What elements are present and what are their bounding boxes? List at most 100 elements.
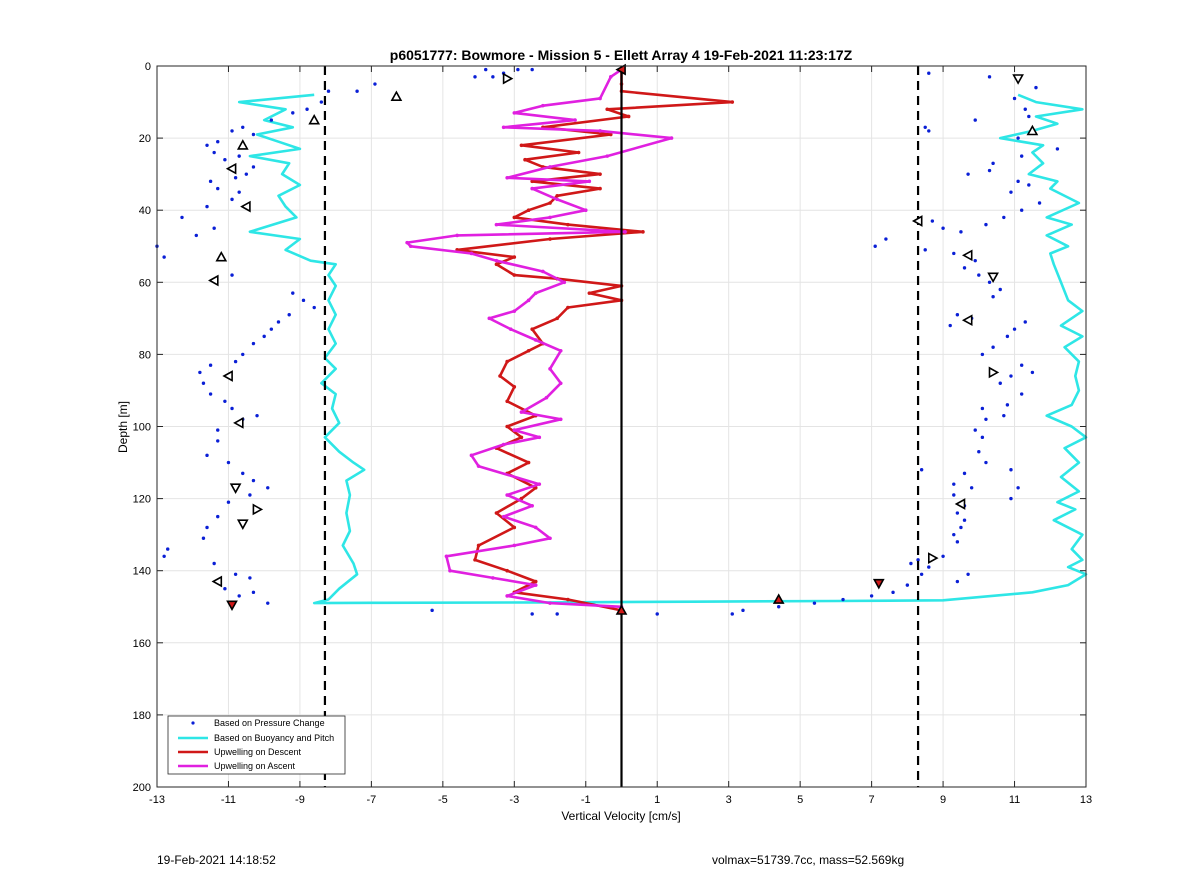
pressure-point (162, 255, 166, 259)
pressure-point (941, 554, 945, 558)
pressure-point (927, 565, 931, 569)
series-point-descent (566, 222, 570, 227)
series-point-descent (498, 374, 502, 378)
pressure-point (987, 280, 992, 284)
pressure-point (216, 140, 220, 144)
x-tick-label: -11 (221, 794, 236, 806)
pressure-point (962, 266, 967, 270)
pressure-point (998, 381, 1002, 385)
x-tick-label: 5 (797, 794, 803, 806)
triangle-marker (615, 604, 628, 615)
pressure-point (237, 190, 241, 194)
pressure-point (977, 273, 981, 277)
series-point-ascent (548, 536, 552, 541)
triangle-marker (236, 139, 249, 150)
series-point-ascent (558, 417, 563, 422)
pressure-point (869, 594, 874, 598)
pressure-point (516, 67, 520, 72)
pressure-point (980, 406, 985, 411)
pressure-point (201, 381, 206, 385)
series-point-descent (526, 208, 531, 212)
series-point-ascent (469, 453, 474, 458)
series-point-ascent (533, 525, 538, 530)
legend-box (167, 715, 346, 775)
series-point-ascent (537, 482, 542, 486)
pressure-point (973, 428, 977, 432)
pressure-point (305, 107, 309, 111)
pressure-point (251, 165, 256, 169)
triangle-marker (240, 200, 251, 213)
series-point-ascent (469, 251, 474, 256)
pressure-point (241, 125, 245, 129)
series-point-ascent (494, 258, 499, 263)
series-point-descent (476, 543, 481, 548)
pressure-point (233, 176, 238, 180)
series-point-ascent (512, 111, 517, 115)
pressure-point (291, 111, 295, 115)
series-point-descent (548, 201, 552, 205)
pressure-point (1019, 208, 1024, 212)
series-point-descent (530, 179, 534, 184)
series-point-descent (598, 172, 602, 176)
pressure-point (230, 129, 234, 133)
series-point-ascent (548, 215, 552, 220)
series-buoyancy (237, 93, 1088, 605)
y-tick-label: 160 (133, 638, 151, 650)
series-point-descent (530, 327, 534, 331)
series-point-descent (730, 100, 735, 104)
pressure-point (1037, 201, 1042, 205)
series-point-ascent (605, 154, 610, 158)
x-tick-label: -3 (509, 794, 519, 806)
series-point-ascent (405, 240, 409, 245)
pressure-point (230, 406, 234, 411)
legend-label-pressure: Based on Pressure Change (214, 718, 325, 728)
triangle-marker (954, 498, 966, 510)
pressure-point (251, 590, 256, 595)
pressure-point (959, 525, 963, 530)
series-ascent (405, 67, 674, 609)
pressure-point (959, 230, 963, 234)
series-point-descent (505, 568, 509, 573)
series-descent (455, 67, 735, 613)
series-point-ascent (541, 103, 545, 108)
pressure-point (180, 215, 184, 220)
pressure-point (952, 532, 956, 537)
triangle-marker (927, 552, 939, 564)
series-point-descent (555, 316, 559, 321)
triangle-marker (1026, 124, 1039, 136)
legend-entry-buoyancy: Based on Buoyancy and Pitch (178, 733, 334, 743)
pressure-point (198, 370, 202, 375)
triangle-marker (911, 215, 923, 227)
pressure-point (1023, 107, 1027, 111)
legend-label-descent: Upwelling on Descent (214, 747, 302, 757)
series-point-descent (512, 385, 517, 389)
legend: Based on Pressure Change Based on Buoyan… (167, 715, 346, 775)
pressure-point (291, 291, 295, 295)
y-tick-label: 180 (133, 710, 151, 722)
series-point-ascent (533, 338, 538, 342)
pressure-point (205, 525, 209, 530)
y-tick-label: 20 (139, 133, 151, 145)
series-point-ascent (623, 230, 627, 234)
pressure-point (319, 100, 324, 104)
triangle-marker (208, 274, 219, 287)
pressure-point (287, 313, 291, 317)
triangle-marker (772, 593, 785, 604)
pressure-point (326, 89, 331, 93)
y-tick-label: 140 (133, 566, 151, 578)
pressure-point (655, 612, 659, 616)
pressure-point (955, 579, 960, 584)
pressure-point (1002, 413, 1006, 418)
series-point-ascent (487, 316, 492, 321)
series-point-ascent (505, 594, 509, 598)
pressure-point (948, 323, 952, 328)
pressure-point (216, 514, 220, 519)
pressure-point (941, 226, 945, 230)
x-tick-label: 1 (654, 794, 660, 806)
x-tick-label: -5 (438, 794, 448, 806)
series-point-ascent (558, 348, 563, 353)
pressure-point (230, 197, 234, 202)
x-tick-label: 13 (1080, 794, 1092, 806)
pressure-point (216, 439, 220, 443)
